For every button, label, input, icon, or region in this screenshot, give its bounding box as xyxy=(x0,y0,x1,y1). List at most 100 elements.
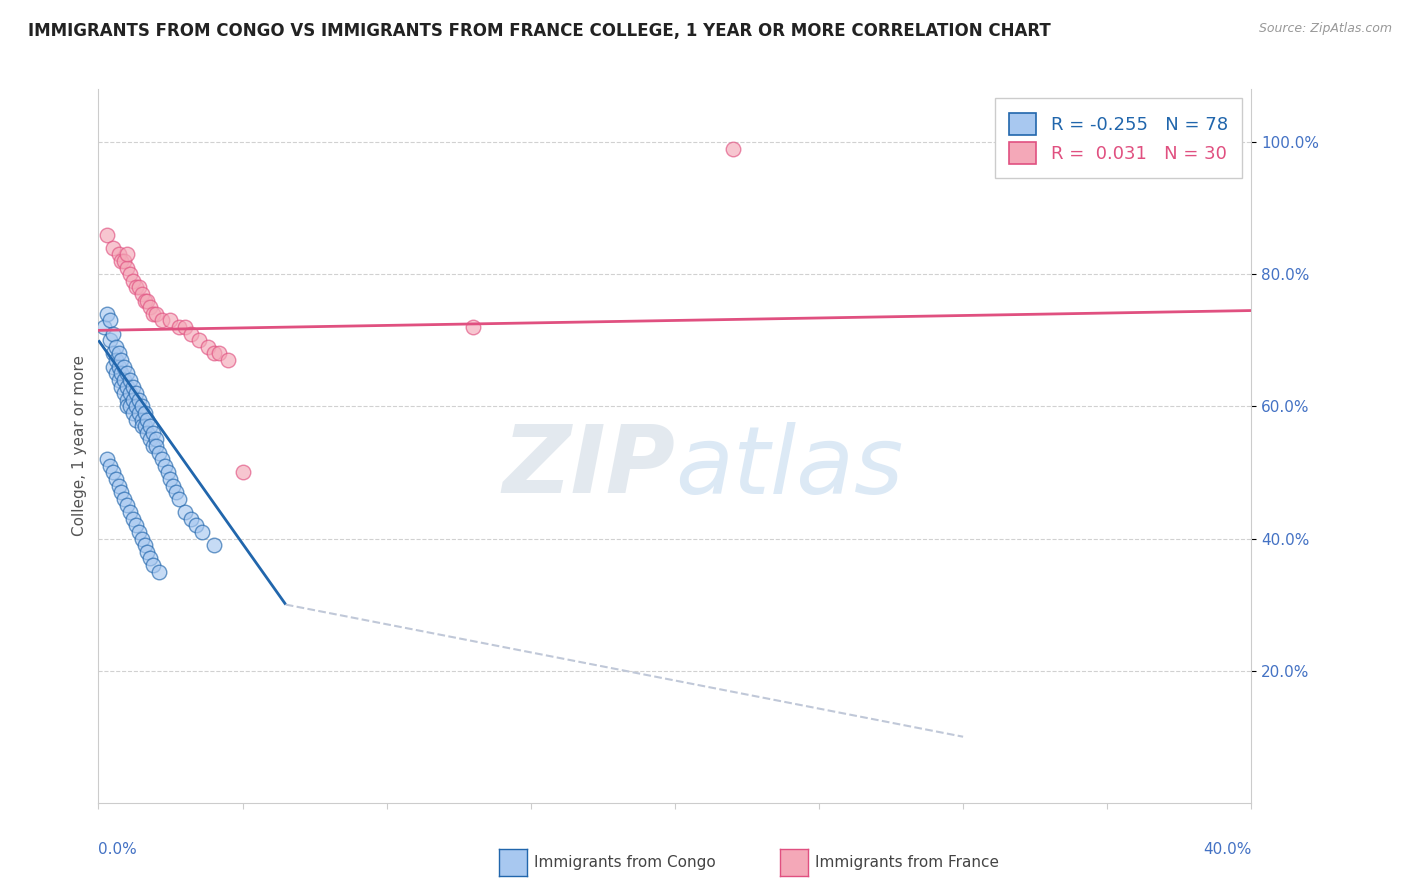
Point xyxy=(96,307,118,321)
Point xyxy=(231,466,254,480)
Point xyxy=(134,293,156,308)
Point xyxy=(145,439,167,453)
Point xyxy=(142,425,165,440)
Point xyxy=(93,320,115,334)
Point xyxy=(156,466,179,480)
Point xyxy=(128,524,150,539)
Point xyxy=(101,346,124,360)
Point xyxy=(120,400,142,414)
Point xyxy=(122,511,145,525)
Point xyxy=(98,313,121,327)
Point xyxy=(107,346,129,360)
Text: ZIP: ZIP xyxy=(502,421,675,514)
Point xyxy=(721,142,744,156)
Y-axis label: College, 1 year or more: College, 1 year or more xyxy=(72,356,87,536)
Point xyxy=(122,274,145,288)
Point xyxy=(167,491,190,506)
Text: Source: ZipAtlas.com: Source: ZipAtlas.com xyxy=(1258,22,1392,36)
Point xyxy=(139,300,162,314)
Point xyxy=(461,320,484,334)
Text: Immigrants from France: Immigrants from France xyxy=(815,855,1000,870)
Point xyxy=(101,466,124,480)
Point xyxy=(202,538,225,552)
Point xyxy=(120,267,142,281)
Point xyxy=(174,320,197,334)
Point xyxy=(197,340,219,354)
Point xyxy=(131,419,153,434)
Point xyxy=(101,359,124,374)
Point xyxy=(107,247,129,261)
Point xyxy=(150,452,173,467)
Text: 40.0%: 40.0% xyxy=(1204,842,1251,857)
Point xyxy=(148,445,170,459)
Point xyxy=(136,293,159,308)
Point xyxy=(104,472,127,486)
Point xyxy=(208,346,231,360)
Point xyxy=(125,412,148,426)
Point xyxy=(125,518,148,533)
Point xyxy=(142,307,165,321)
Point xyxy=(174,505,197,519)
Point xyxy=(120,505,142,519)
Point xyxy=(117,379,138,393)
Point xyxy=(110,254,132,268)
Point xyxy=(104,353,127,368)
Point xyxy=(117,400,138,414)
Point xyxy=(112,386,135,401)
Point xyxy=(112,373,135,387)
Point xyxy=(128,280,150,294)
Point xyxy=(136,545,159,559)
Point xyxy=(134,406,156,420)
Point xyxy=(148,565,170,579)
Point xyxy=(128,392,150,407)
Point xyxy=(165,485,187,500)
Point xyxy=(122,392,145,407)
Point xyxy=(131,287,153,301)
Point xyxy=(125,386,148,401)
Point xyxy=(131,412,153,426)
Point xyxy=(96,452,118,467)
Point xyxy=(96,227,118,242)
Point xyxy=(139,419,162,434)
Point xyxy=(167,320,190,334)
Text: 0.0%: 0.0% xyxy=(98,842,138,857)
Text: Immigrants from Congo: Immigrants from Congo xyxy=(534,855,716,870)
Text: IMMIGRANTS FROM CONGO VS IMMIGRANTS FROM FRANCE COLLEGE, 1 YEAR OR MORE CORRELAT: IMMIGRANTS FROM CONGO VS IMMIGRANTS FROM… xyxy=(28,22,1050,40)
Point xyxy=(110,353,132,368)
Point xyxy=(159,472,181,486)
Point xyxy=(110,485,132,500)
Point xyxy=(117,247,138,261)
Point xyxy=(180,511,202,525)
Point xyxy=(120,386,142,401)
Point xyxy=(188,333,211,347)
Point xyxy=(191,524,214,539)
Point xyxy=(159,313,181,327)
Point xyxy=(120,373,142,387)
Point xyxy=(107,373,129,387)
Point xyxy=(112,254,135,268)
Point xyxy=(112,491,135,506)
Point xyxy=(98,333,121,347)
Point xyxy=(122,406,145,420)
Point xyxy=(117,260,138,275)
Point xyxy=(125,280,148,294)
Point xyxy=(139,433,162,447)
Point xyxy=(150,313,173,327)
Point xyxy=(125,400,148,414)
Point xyxy=(217,353,239,368)
Legend: R = -0.255   N = 78, R =  0.031   N = 30: R = -0.255 N = 78, R = 0.031 N = 30 xyxy=(995,98,1243,178)
Point xyxy=(107,478,129,492)
Point xyxy=(122,379,145,393)
Point xyxy=(110,379,132,393)
Point xyxy=(131,532,153,546)
Point xyxy=(104,340,127,354)
Text: atlas: atlas xyxy=(675,422,903,513)
Point xyxy=(136,412,159,426)
Point xyxy=(180,326,202,341)
Point xyxy=(162,478,184,492)
Point xyxy=(136,425,159,440)
Point xyxy=(202,346,225,360)
Point xyxy=(101,326,124,341)
Point xyxy=(112,359,135,374)
Point xyxy=(117,367,138,381)
